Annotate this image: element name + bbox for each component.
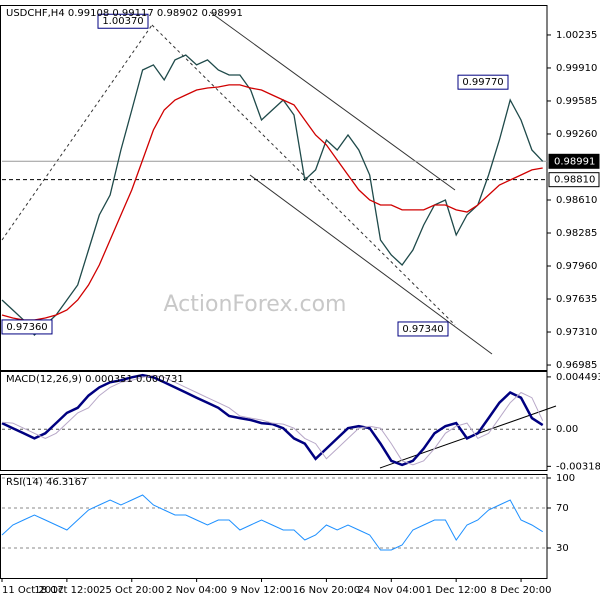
y-tick-label: 0.98285 — [556, 228, 597, 239]
x-tick-label: 2 Nov 04:00 — [166, 585, 227, 596]
x-tick-label: 8 Dec 20:00 — [491, 585, 552, 596]
x-tick-label: 25 Oct 20:00 — [99, 585, 164, 596]
y-tick-label: 0.97635 — [556, 294, 597, 305]
annotation-box — [457, 74, 509, 90]
y-tick-label: -0.003186 — [556, 461, 600, 472]
level-label: 0.98991 — [554, 156, 595, 167]
channel-upper — [209, 11, 456, 191]
x-tick-label: 18 Oct 12:00 — [34, 585, 99, 596]
annotation-label: 0.99770 — [462, 77, 503, 88]
x-tick-label: 1 Dec 12:00 — [426, 585, 487, 596]
panel-frame — [0, 5, 548, 371]
annotation-box — [1, 319, 53, 335]
y-tick-label: 100 — [556, 473, 575, 484]
y-tick-label: 0.004493 — [556, 372, 600, 383]
x-tick-label: 16 Nov 20:00 — [293, 585, 360, 596]
x-tick-label: 11 Oct 2017 — [2, 585, 64, 596]
series-line — [1, 84, 543, 321]
y-tick-label: 0.00 — [556, 424, 578, 435]
x-tick-label: 9 Nov 12:00 — [231, 585, 292, 596]
panel-title: USDCHF,H4 0.99108 0.99117 0.98902 0.9899… — [6, 8, 243, 19]
y-tick-label: 0.97310 — [556, 327, 597, 338]
retrace-line — [1, 24, 153, 241]
x-tick-label: 24 Nov 04:00 — [358, 585, 425, 596]
series-line — [1, 373, 544, 467]
y-tick-label: 30 — [556, 543, 569, 554]
watermark: ActionForex.com — [164, 292, 347, 317]
y-tick-label: 0.99585 — [556, 96, 597, 107]
panel-frame — [0, 474, 548, 579]
y-tick-label: 0.98610 — [556, 195, 597, 206]
panel: ActionForex.com 1.00235 0.99910 0.99585 0.99… — [0, 5, 600, 371]
panel-title: MACD(12,26,9) 0.000351 0.000731 — [6, 374, 184, 385]
series-line — [1, 374, 544, 466]
level-label-box — [548, 153, 600, 169]
y-tick-label: 0.99910 — [556, 63, 597, 74]
y-tick-label: 0.97960 — [556, 261, 597, 272]
y-tick-label: 0.99260 — [556, 129, 597, 140]
annotation-label: 0.97360 — [6, 322, 47, 333]
annotation-box — [97, 13, 149, 29]
panel: 0.004493 0.00 -0.003186 MACD(12,26,9) 0.000… — [0, 371, 600, 472]
panel-frame — [0, 371, 548, 471]
annotation-box — [397, 321, 449, 337]
annotation-label: 1.00370 — [102, 16, 143, 27]
channel-lower — [249, 174, 493, 355]
panel-title: RSI(14) 46.3167 — [6, 477, 87, 488]
series-line — [1, 494, 543, 551]
retrace-line — [151, 24, 456, 326]
level-label: 0.98810 — [554, 175, 595, 186]
level-label-box — [548, 172, 600, 188]
trend-lines — [1, 11, 557, 469]
y-tick-label: 0.96985 — [556, 360, 597, 371]
y-tick-label: 1.00235 — [556, 30, 597, 41]
annotation-label: 0.97340 — [402, 324, 443, 335]
series-line — [1, 54, 544, 336]
y-tick-label: 70 — [556, 503, 569, 514]
